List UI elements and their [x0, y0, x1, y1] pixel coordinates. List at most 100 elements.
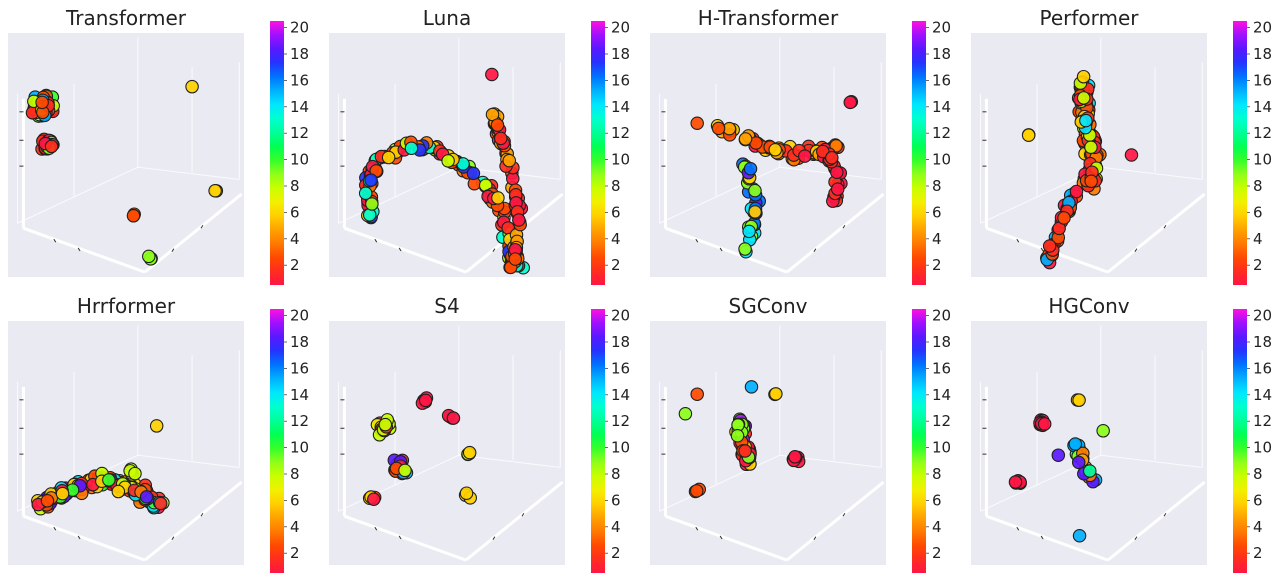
data-point	[711, 121, 726, 136]
data-point	[1008, 475, 1023, 489]
data-point	[466, 166, 481, 181]
floor-axis-left	[664, 226, 788, 274]
x-tick	[719, 247, 723, 252]
colorbar-tick-label: 18	[1253, 45, 1272, 63]
x-tick	[1016, 526, 1020, 531]
data-point	[485, 67, 499, 82]
y-tick	[492, 248, 496, 252]
data-point	[744, 380, 759, 394]
colorbar-tick-label: 18	[290, 333, 309, 351]
panel-title: Transformer	[65, 6, 187, 30]
colorbar-tick-label: 12	[932, 124, 951, 142]
colorbar-tick-label: 16	[932, 71, 951, 89]
colorbar-tick-label: 20	[932, 307, 951, 325]
colorbar-tick-label: 10	[932, 151, 951, 169]
data-point	[418, 393, 433, 408]
data-point	[798, 149, 812, 163]
colorbar-tick-label: 14	[290, 386, 309, 404]
colorbar-tick-label: 12	[611, 412, 630, 430]
panel-luna: Luna 20 18 16 14 12 10 8 6 4 2	[329, 6, 630, 285]
colorbar-tick-label: 8	[611, 465, 621, 483]
colorbar-tick-label: 14	[290, 98, 309, 116]
x-tick	[695, 526, 699, 531]
plot-background	[971, 321, 1207, 565]
colorbar	[912, 21, 926, 285]
colorbar-tick-label: 20	[1253, 307, 1272, 325]
data-point	[690, 116, 704, 131]
pane-gridline	[338, 166, 459, 224]
data-point	[742, 224, 756, 239]
colorbar-tick-label: 14	[932, 98, 951, 116]
y-tick	[200, 512, 204, 517]
data-point	[1057, 211, 1071, 225]
colorbar-tick-label: 20	[290, 19, 309, 37]
data-point	[378, 417, 393, 432]
colorbar-tick-label: 16	[611, 71, 630, 89]
colorbar-tick-label: 14	[611, 386, 630, 404]
colorbar-tick-label: 8	[932, 465, 942, 483]
colorbar-tick-label: 16	[1253, 71, 1272, 89]
data-point	[748, 205, 762, 219]
panel-performer: Performer 20 18 16 14 12 10 8 6 4 2	[971, 6, 1272, 285]
colorbar-tick-label: 2	[611, 544, 621, 562]
data-point	[1084, 174, 1098, 189]
colorbar-tick-label: 4	[932, 518, 942, 536]
colorbar-tick-label: 16	[932, 359, 951, 377]
y-tick	[171, 248, 175, 252]
colorbar-tick-label: 10	[1253, 151, 1272, 169]
data-point	[446, 411, 461, 425]
colorbar-tick-label: 4	[611, 518, 621, 536]
data-point	[128, 466, 142, 481]
y-tick	[200, 224, 204, 229]
data-point	[1037, 417, 1052, 431]
data-point	[502, 153, 517, 168]
colorbar	[591, 21, 605, 285]
colorbar-tick-label: 14	[611, 98, 630, 116]
data-point	[1076, 91, 1091, 105]
floor-axis-left	[343, 226, 467, 274]
panel-title: Hrrformer	[77, 294, 176, 318]
colorbar	[270, 309, 284, 573]
plot-background	[8, 321, 244, 565]
colorbar-tick-label: 16	[1253, 359, 1272, 377]
colorbar	[270, 21, 284, 285]
colorbar-tick-label: 18	[611, 333, 630, 351]
data-point	[490, 118, 505, 132]
colorbar-tick-label: 6	[611, 203, 621, 221]
panel-s4: S4 20 18 16 14 12 10 8 6 4 2	[329, 294, 630, 573]
colorbar-tick-label: 20	[290, 307, 309, 325]
x-tick	[1016, 238, 1020, 243]
data-point	[126, 208, 141, 223]
colorbar-tick-label: 18	[932, 45, 951, 63]
y-tick	[171, 536, 175, 540]
pane-gridline	[17, 166, 138, 224]
y-tick	[813, 248, 817, 252]
panel-title: H-Transformer	[698, 6, 839, 30]
colorbar-tick-label: 6	[290, 491, 300, 509]
panel-sgconv: SGConv 20 18 16 14 12 10 8 6 4 2	[650, 294, 951, 573]
floor-axis-right	[464, 480, 564, 562]
colorbar-tick-label: 14	[1253, 386, 1272, 404]
y-tick	[1163, 512, 1167, 517]
pane-gridline	[338, 454, 459, 512]
data-point	[459, 486, 474, 500]
data-point	[40, 494, 55, 508]
data-point	[1083, 464, 1097, 478]
data-point	[364, 173, 378, 187]
colorbar-tick-label: 4	[1253, 518, 1263, 536]
colorbar-tick-label: 18	[932, 333, 951, 351]
panel-hrrformer: Hrrformer 20 18 16 14 12 10 8 6 4 2	[8, 294, 309, 573]
colorbar-tick-label: 4	[932, 230, 942, 248]
floor-axis-left	[664, 514, 788, 562]
data-point	[738, 242, 752, 256]
y-tick	[842, 224, 846, 229]
colorbar-tick-label: 16	[290, 359, 309, 377]
x-tick	[719, 535, 723, 540]
panel-transformer: Transformer 20 18 16 14 12 10 8 6 4 2	[8, 6, 309, 285]
data-point	[142, 249, 156, 264]
colorbar-tick-label: 14	[1253, 98, 1272, 116]
colorbar-tick-label: 12	[611, 124, 630, 142]
data-point	[1072, 393, 1086, 407]
data-point	[149, 419, 164, 433]
data-point	[1124, 148, 1139, 162]
